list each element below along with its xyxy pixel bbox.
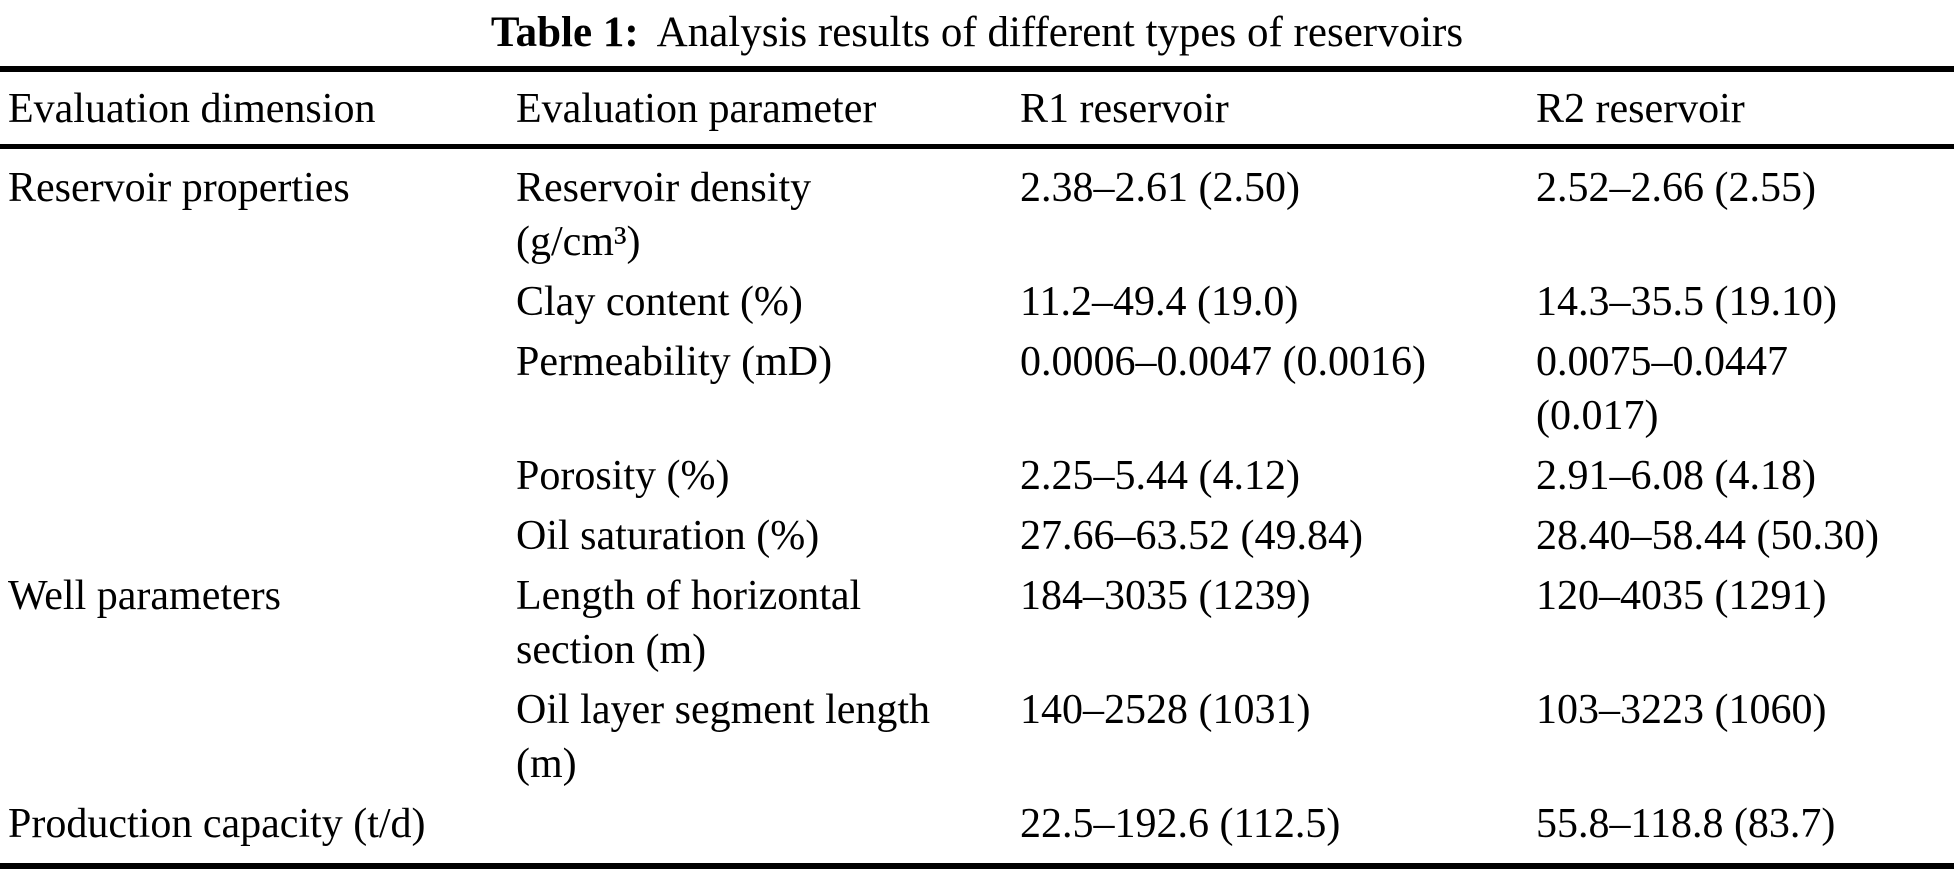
cell-line: 27.66–63.52 (49.84) [1020,513,1363,559]
caption-label: Table 1: [490,9,639,56]
cell-line: Oil saturation (%) [516,513,820,559]
table-row: Porosity (%) 2.25–5.44 (4.12) 2.91–6.08 … [0,446,1954,506]
cell-line: 184–3035 (1239) [1020,573,1311,619]
cell-line: 2.52–2.66 (2.55) [1536,165,1816,211]
cell-line: Production capacity (t/d) [8,801,426,847]
cell-line: 28.40–58.44 (50.30) [1536,513,1879,559]
cell-r1-value: 11.2–49.4 (19.0) [1020,272,1536,332]
cell-r2-value: 120–4035 (1291) [1536,566,1954,680]
cell-r1-value: 2.38–2.61 (2.50) [1020,147,1536,273]
cell-parameter: Clay content (%) [516,272,1020,332]
cell-line: (g/cm³) [516,219,641,265]
table-row: Production capacity (t/d) 22.5–192.6 (11… [0,794,1954,866]
cell-r1-value: 140–2528 (1031) [1020,680,1536,794]
cell-line: 2.38–2.61 (2.50) [1020,165,1300,211]
table-caption: Table 1: Analysis results of different ty… [0,0,1954,58]
cell-dimension [0,446,516,506]
cell-r1-value: 184–3035 (1239) [1020,566,1536,680]
cell-line: Porosity (%) [516,453,730,499]
table-row: Clay content (%) 11.2–49.4 (19.0) 14.3–3… [0,272,1954,332]
column-header-evaluation-parameter: Evaluation parameter [516,69,1020,149]
cell-parameter [516,794,1020,866]
results-table: Evaluation dimension Evaluation paramete… [0,66,1954,869]
cell-line: section (m) [516,627,707,673]
table-row: Well parameters Length of horizontal sec… [0,566,1954,680]
cell-line: Clay content (%) [516,279,803,325]
caption-title-text: Analysis results of different types of r… [656,9,1464,56]
cell-r2-value: 103–3223 (1060) [1536,680,1954,794]
cell-parameter: Oil layer segment length (m) [516,680,1020,794]
cell-line: (0.017) [1536,393,1659,439]
cell-r2-value: 2.91–6.08 (4.18) [1536,446,1954,506]
cell-parameter: Permeability (mD) [516,332,1020,446]
table-row: Permeability (mD) 0.0006–0.0047 (0.0016)… [0,332,1954,446]
cell-line: 103–3223 (1060) [1536,687,1827,733]
cell-line: 2.25–5.44 (4.12) [1020,453,1300,499]
cell-dimension [0,272,516,332]
cell-line: Permeability (mD) [516,339,833,385]
column-header-r2-reservoir: R2 reservoir [1536,69,1954,149]
table-row: Reservoir properties Reservoir density (… [0,147,1954,273]
cell-dimension [0,332,516,446]
cell-parameter: Oil saturation (%) [516,506,1020,566]
cell-line: 22.5–192.6 (112.5) [1020,801,1341,847]
cell-parameter: Length of horizontal section (m) [516,566,1020,680]
cell-line: 11.2–49.4 (19.0) [1020,279,1299,325]
cell-dimension: Reservoir properties [0,147,516,273]
cell-dimension [0,680,516,794]
cell-dimension: Production capacity (t/d) [0,794,516,866]
cell-r1-value: 22.5–192.6 (112.5) [1020,794,1536,866]
table-row: Oil layer segment length (m) 140–2528 (1… [0,680,1954,794]
cell-r2-value: 2.52–2.66 (2.55) [1536,147,1954,273]
cell-parameter: Reservoir density (g/cm³) [516,147,1020,273]
cell-line: 0.0075–0.0447 [1536,339,1788,385]
cell-line: Well parameters [8,573,281,619]
cell-line: 0.0006–0.0047 (0.0016) [1020,339,1426,385]
cell-line: (m) [516,741,577,787]
cell-dimension: Well parameters [0,566,516,680]
cell-line: Reservoir properties [8,165,350,211]
column-header-r1-reservoir: R1 reservoir [1020,69,1536,149]
cell-line: 140–2528 (1031) [1020,687,1311,733]
cell-line: Oil layer segment length [516,687,931,733]
cell-r1-value: 2.25–5.44 (4.12) [1020,446,1536,506]
cell-line: 55.8–118.8 (83.7) [1536,801,1836,847]
cell-r2-value: 55.8–118.8 (83.7) [1536,794,1954,866]
cell-r2-value: 14.3–35.5 (19.10) [1536,272,1954,332]
cell-r1-value: 27.66–63.52 (49.84) [1020,506,1536,566]
cell-line: Reservoir density [516,165,812,211]
cell-parameter: Porosity (%) [516,446,1020,506]
column-header-evaluation-dimension: Evaluation dimension [0,69,516,149]
header-row: Evaluation dimension Evaluation paramete… [0,69,1954,149]
cell-line: 14.3–35.5 (19.10) [1536,279,1837,325]
table-row: Oil saturation (%) 27.66–63.52 (49.84) 2… [0,506,1954,566]
cell-dimension [0,506,516,566]
cell-line: 120–4035 (1291) [1536,573,1827,619]
cell-r2-value: 0.0075–0.0447 (0.017) [1536,332,1954,446]
cell-r2-value: 28.40–58.44 (50.30) [1536,506,1954,566]
cell-line: Length of horizontal [516,573,862,619]
cell-line: 2.91–6.08 (4.18) [1536,453,1816,499]
cell-r1-value: 0.0006–0.0047 (0.0016) [1020,332,1536,446]
